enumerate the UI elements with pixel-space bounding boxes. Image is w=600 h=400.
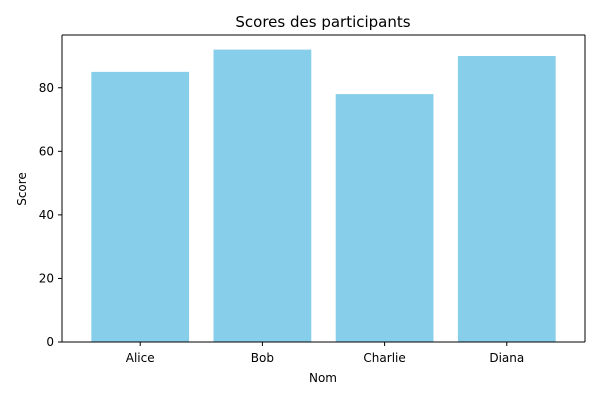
y-tick-label: 80 <box>39 81 54 95</box>
bars-layer <box>91 49 556 343</box>
bar-charlie <box>335 94 434 342</box>
x-tick-label: Bob <box>251 351 274 365</box>
y-tick-label: 20 <box>39 271 54 285</box>
y-axis-label: Score <box>15 172 29 206</box>
bar-diana <box>457 55 556 342</box>
plot-frame <box>61 34 586 343</box>
x-tick-label: Diana <box>489 351 524 365</box>
y-tick-label: 0 <box>46 335 54 349</box>
y-axis-ticks: 0 20 40 60 80 <box>39 81 62 349</box>
chart-title: Scores des participants <box>235 13 410 31</box>
bar-bob <box>213 49 312 343</box>
x-tick-label: Alice <box>126 351 155 365</box>
bar-alice <box>91 71 190 343</box>
x-axis-ticks: Alice Bob Charlie Diana <box>126 342 524 365</box>
x-axis-label: Nom <box>309 371 337 385</box>
y-tick-label: 60 <box>39 144 54 158</box>
y-tick-label: 40 <box>39 208 54 222</box>
x-tick-label: Charlie <box>363 351 405 365</box>
